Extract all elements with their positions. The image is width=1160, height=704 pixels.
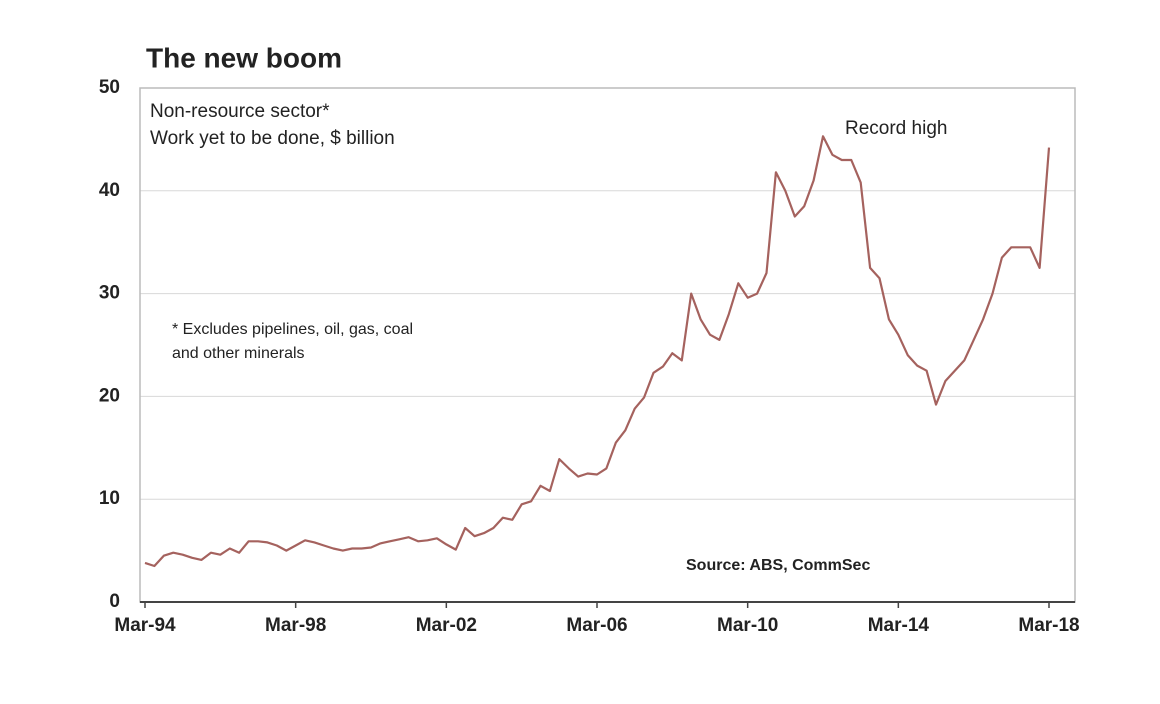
x-tick-label: Mar-98: [265, 615, 326, 636]
chart-title: The new boom: [146, 42, 342, 73]
data-line: [144, 135, 1051, 568]
annotation: Record high: [845, 118, 947, 139]
source: Source: ABS, CommSec: [686, 557, 870, 574]
subtitle: Non-resource sector*: [150, 101, 330, 122]
x-tick-label: Mar-14: [868, 615, 930, 636]
x-tick-label: Mar-94: [114, 615, 176, 636]
y-tick-label: 20: [99, 385, 120, 406]
y-tick-label: 30: [99, 283, 120, 304]
y-tick-label: 50: [99, 77, 120, 98]
subtitle: Work yet to be done, $ billion: [150, 128, 395, 149]
y-tick-label: 0: [109, 591, 120, 612]
note: and other minerals: [172, 345, 305, 362]
y-tick-label: 10: [99, 488, 120, 509]
x-tick-label: Mar-10: [717, 615, 778, 636]
note: * Excludes pipelines, oil, gas, coal: [172, 321, 413, 338]
x-tick-label: Mar-02: [416, 615, 477, 636]
x-tick-label: Mar-18: [1018, 615, 1079, 636]
x-tick-label: Mar-06: [566, 615, 627, 636]
y-tick-label: 40: [99, 180, 120, 201]
